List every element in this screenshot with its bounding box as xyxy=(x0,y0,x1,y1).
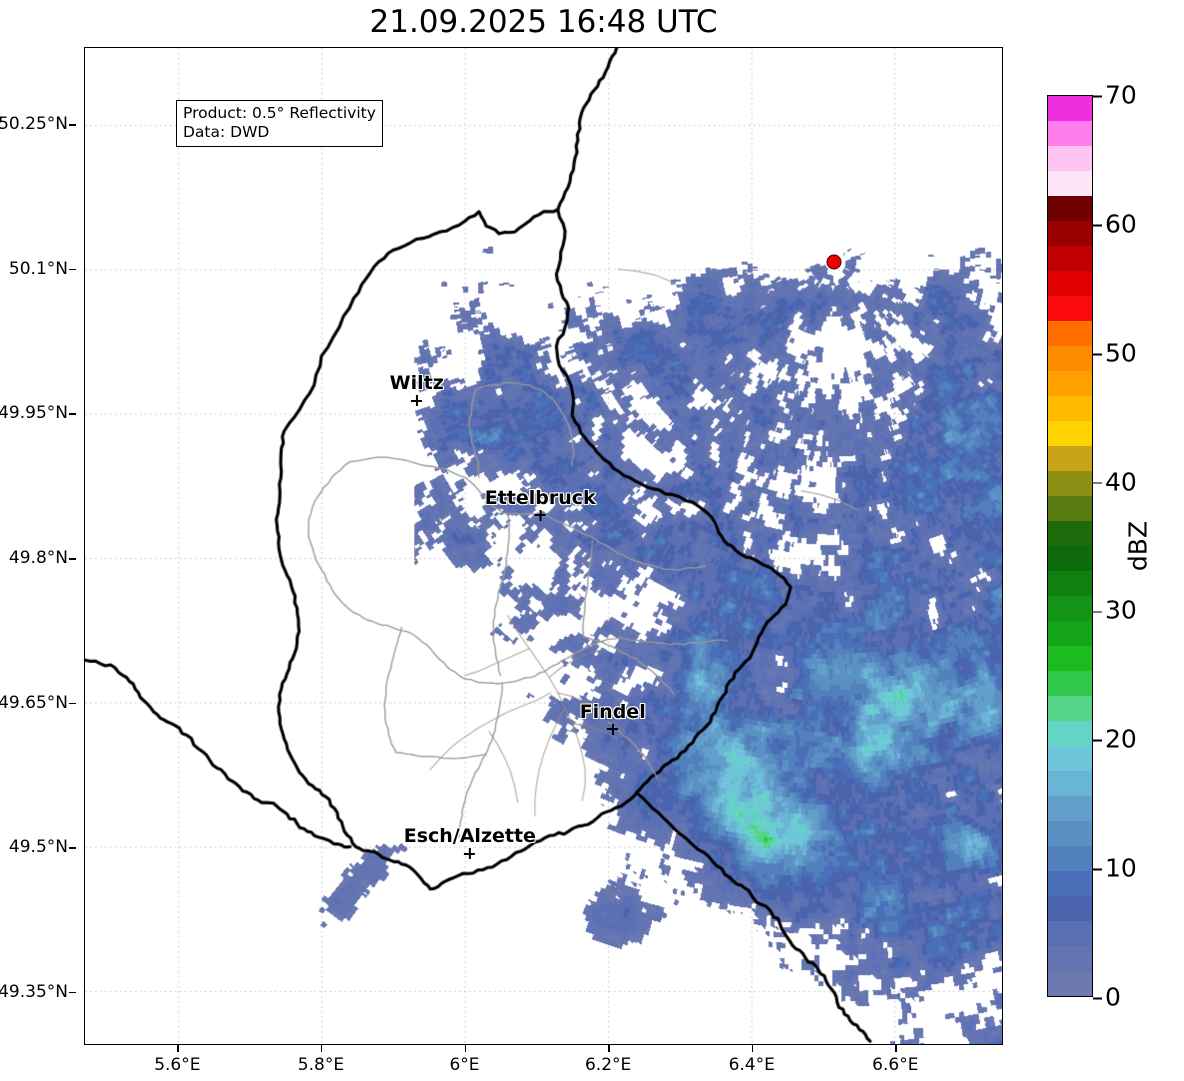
colorbar-band xyxy=(1048,921,1092,946)
colorbar-band xyxy=(1048,96,1092,121)
colorbar-tick-mark xyxy=(1093,353,1102,355)
y-tick-label: 49.35°N xyxy=(0,981,68,1002)
data-source-line: Data: DWD xyxy=(183,123,270,141)
colorbar-band xyxy=(1048,271,1092,296)
colorbar-tick-text: 0 xyxy=(1105,982,1121,1012)
colorbar-band xyxy=(1048,446,1092,471)
colorbar-band xyxy=(1048,421,1092,446)
colorbar-tick-text: 70 xyxy=(1105,80,1137,110)
y-tick-label: 49.65°N xyxy=(0,692,68,713)
colorbar-band xyxy=(1048,896,1092,921)
colorbar-band xyxy=(1048,571,1092,596)
colorbar-band xyxy=(1048,621,1092,646)
colorbar[interactable] xyxy=(1047,95,1093,997)
colorbar-band xyxy=(1048,821,1092,846)
colorbar-band xyxy=(1048,521,1092,546)
colorbar-band xyxy=(1048,471,1092,496)
colorbar-band xyxy=(1048,346,1092,371)
colorbar-tick-labels: 0 10 20 30 40 50 60 70 xyxy=(1093,81,1183,1012)
x-tick-label: 6.6°E xyxy=(872,1055,919,1075)
colorbar-tick-text: 30 xyxy=(1105,595,1137,625)
colorbar-band xyxy=(1048,371,1092,396)
colorbar-band xyxy=(1048,121,1092,146)
colorbar-tick-mark xyxy=(1093,611,1102,613)
colorbar-band xyxy=(1048,696,1092,721)
colorbar-band xyxy=(1048,846,1092,871)
y-tick-mark xyxy=(69,413,76,415)
colorbar-tick: 40 xyxy=(1093,467,1137,496)
colorbar-band xyxy=(1048,321,1092,346)
colorbar-tick: 50 xyxy=(1093,338,1137,367)
colorbar-tick: 60 xyxy=(1093,209,1137,238)
radar-map-canvas[interactable] xyxy=(85,48,1002,1044)
colorbar-band xyxy=(1048,221,1092,246)
colorbar-band xyxy=(1048,596,1092,621)
x-axis-tick-labels: 5.6°E 5.8°E 6°E 6.2°E 6.4°E 6.6°E xyxy=(84,1045,1003,1081)
colorbar-band xyxy=(1048,946,1092,971)
colorbar-axis-label: dBZ xyxy=(1123,520,1153,572)
y-tick-label: 50.25°N xyxy=(0,114,68,135)
colorbar-tick: 20 xyxy=(1093,725,1137,754)
product-info-line: Product: 0.5° Reflectivity xyxy=(183,104,376,122)
colorbar-tick-mark xyxy=(1093,997,1102,1000)
x-tick-mark xyxy=(177,1045,179,1052)
y-tick-mark xyxy=(69,991,76,994)
x-tick-label: 5.6°E xyxy=(154,1055,201,1075)
colorbar-band xyxy=(1048,146,1092,171)
y-tick-mark xyxy=(69,124,76,126)
colorbar-band xyxy=(1048,546,1092,571)
y-tick-label: 49.5°N xyxy=(8,837,68,858)
colorbar-band xyxy=(1048,671,1092,696)
colorbar-band xyxy=(1048,646,1092,671)
x-tick-mark xyxy=(464,1045,467,1052)
colorbar-tick-text: 60 xyxy=(1105,209,1137,239)
colorbar-band xyxy=(1048,746,1092,771)
colorbar-tick-mark xyxy=(1093,868,1102,871)
colorbar-band xyxy=(1048,496,1092,521)
colorbar-band xyxy=(1048,171,1092,196)
colorbar-tick: 10 xyxy=(1093,854,1137,883)
y-tick-label: 49.8°N xyxy=(8,548,68,569)
colorbar-band xyxy=(1048,296,1092,321)
colorbar-tick-text: 50 xyxy=(1105,338,1137,368)
x-tick-mark xyxy=(320,1045,323,1052)
map-plot-area[interactable]: Wiltz Ettelbruck Findel Esch/Alzette Pro… xyxy=(84,47,1003,1045)
colorbar-tick-mark xyxy=(1093,224,1102,227)
colorbar-band xyxy=(1048,796,1092,821)
x-tick-label: 5.8°E xyxy=(297,1055,345,1075)
product-info-box: Product: 0.5° Reflectivity Data: DWD xyxy=(176,100,383,147)
colorbar-tick-text: 10 xyxy=(1105,853,1137,883)
y-tick-mark xyxy=(69,702,76,705)
radar-site-marker[interactable] xyxy=(826,254,842,270)
colorbar-band xyxy=(1048,246,1092,271)
colorbar-tick-mark xyxy=(1093,95,1102,98)
colorbar-band xyxy=(1048,971,1092,996)
colorbar-tick-text: 20 xyxy=(1105,724,1137,754)
x-tick-label: 6.2°E xyxy=(584,1055,632,1075)
y-tick-mark xyxy=(69,558,76,560)
y-axis-tick-labels: 50.25°N 50.1°N 49.95°N 49.8°N 49.65°N 49.5°N 4… xyxy=(0,47,76,1045)
x-tick-mark xyxy=(751,1045,754,1052)
colorbar-tick: 70 xyxy=(1093,81,1137,110)
colorbar-tick-text: 40 xyxy=(1105,467,1137,497)
colorbar-band xyxy=(1048,721,1092,746)
y-tick-mark xyxy=(69,847,76,849)
y-tick-label: 49.95°N xyxy=(0,403,68,424)
y-tick-mark xyxy=(69,268,76,271)
colorbar-band xyxy=(1048,196,1092,221)
x-tick-label: 6°E xyxy=(449,1055,480,1075)
colorbar-tick-mark xyxy=(1093,739,1102,742)
colorbar-tick-mark xyxy=(1093,482,1102,484)
colorbar-band xyxy=(1048,396,1092,421)
x-tick-mark xyxy=(895,1045,897,1052)
colorbar-band xyxy=(1048,771,1092,796)
y-tick-label: 50.1°N xyxy=(8,258,68,279)
colorbar-tick: 0 xyxy=(1093,983,1121,1012)
x-tick-label: 6.4°E xyxy=(728,1055,775,1075)
colorbar-tick: 30 xyxy=(1093,596,1137,625)
x-tick-mark xyxy=(608,1045,610,1052)
page-title: 21.09.2025 16:48 UTC xyxy=(369,4,718,40)
colorbar-band xyxy=(1048,871,1092,896)
